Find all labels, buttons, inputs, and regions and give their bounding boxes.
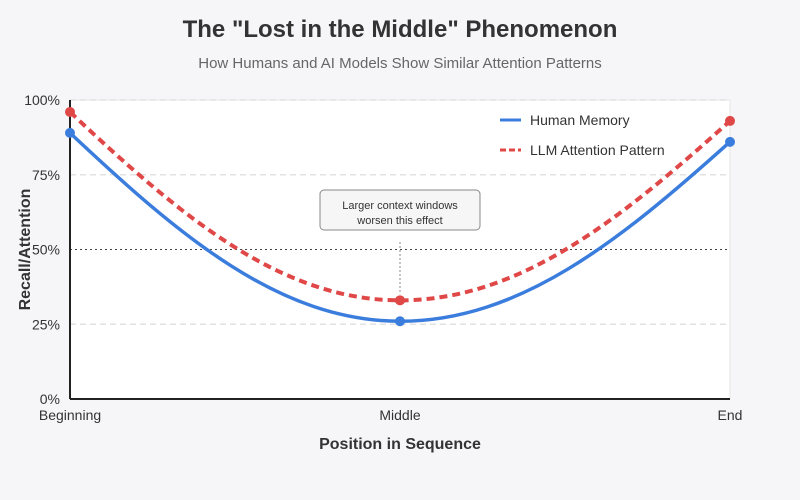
y-tick-label: 50% [32,242,60,258]
data-point [395,295,405,306]
x-tick-label: End [718,407,743,423]
y-tick-label: 100% [24,92,60,108]
data-point [65,127,75,138]
chart-title: The "Lost in the Middle" Phenomenon [182,16,618,43]
chart-subtitle: How Humans and AI Models Show Similar At… [198,55,602,72]
legend-label: LLM Attention Pattern [530,142,665,158]
annotation: Larger context windows worsen this effect [319,189,481,295]
x-tick-label: Middle [379,407,420,423]
annotation-text: worsen this effect [356,215,442,227]
data-point [725,115,735,126]
y-tick-label: 75% [32,167,60,183]
y-axis-title: Recall/Attention [17,189,34,311]
legend: Human Memory LLM Attention Pattern [500,112,665,158]
x-axis-title: Position in Sequence [319,436,481,453]
grid [69,99,731,400]
data-point [395,316,405,327]
legend-label: Human Memory [530,112,630,128]
annotation-box [319,189,481,231]
data-point [725,136,735,147]
y-tick-label: 25% [32,316,60,332]
y-tick-label: 0% [40,391,60,407]
data-point [65,106,75,117]
x-tick-label: Beginning [39,407,101,423]
series-line-llm-attention [68,110,732,303]
series [65,106,735,327]
axes: 0% 25% 50% 75% 100% Beginning Middle End Positio… [17,92,742,453]
annotation-text: Larger context windows [342,200,458,212]
